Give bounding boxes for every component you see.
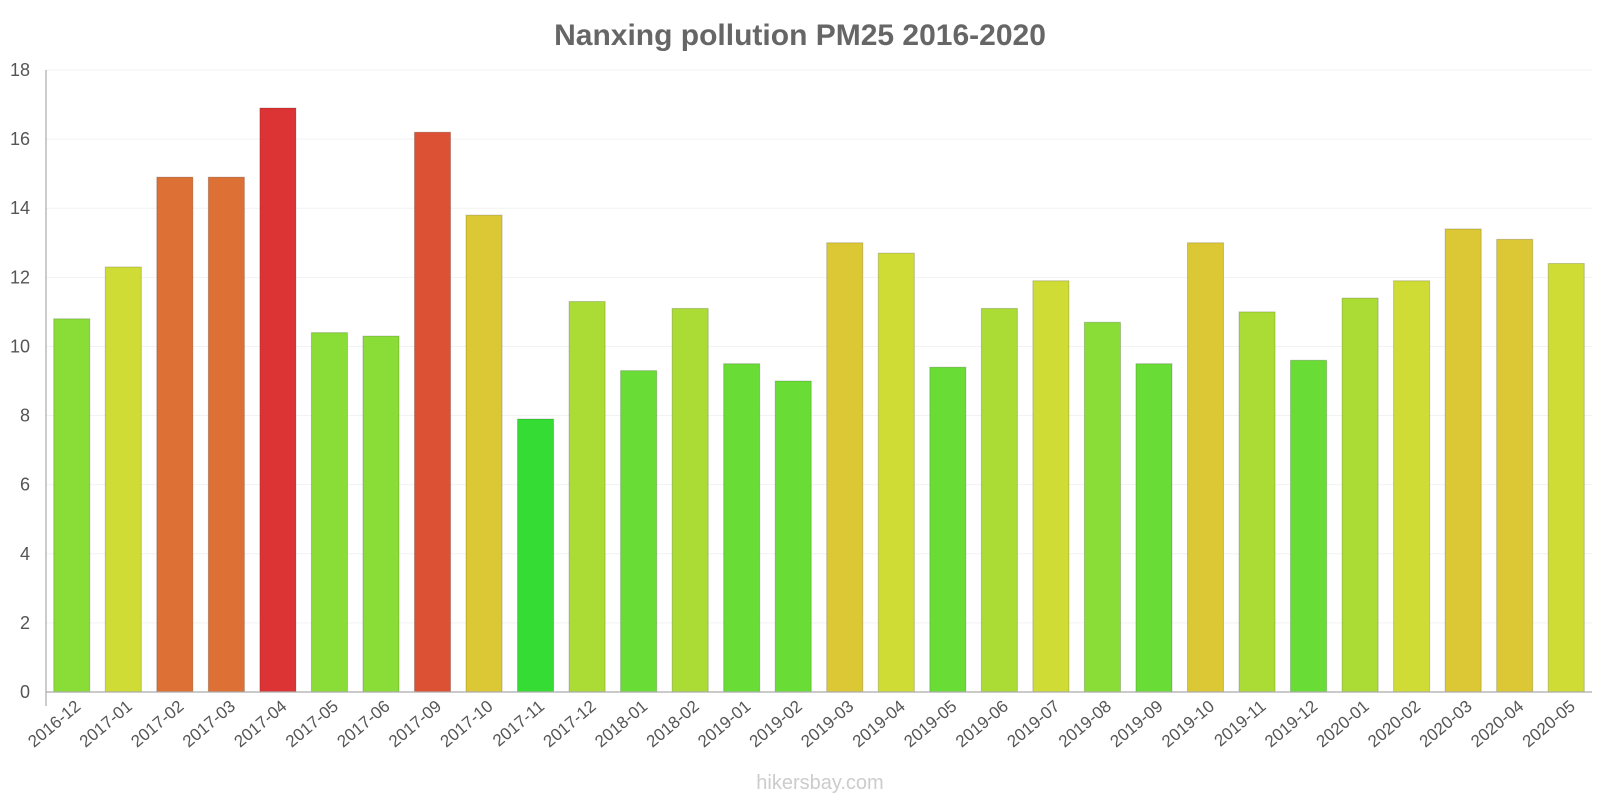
x-tick-label: 2019-08 — [1055, 697, 1115, 752]
bar-2019-09[interactable] — [1135, 363, 1173, 693]
y-tick-label: 18 — [10, 60, 30, 80]
x-tick-label: 2019-07 — [1003, 697, 1063, 752]
watermark: hikersbay.com — [756, 772, 883, 794]
bar-2017-12[interactable] — [568, 301, 606, 693]
bar-2019-04[interactable] — [877, 252, 915, 693]
x-tick-label: 2017-02 — [127, 697, 187, 752]
x-tick-label: 2017-12 — [540, 697, 600, 752]
bar-2019-08[interactable] — [1083, 321, 1121, 693]
bars — [53, 107, 1585, 693]
x-tick-label: 2017-03 — [179, 697, 239, 752]
x-tick-label: 2019-10 — [1158, 697, 1218, 752]
x-tick-label: 2019-03 — [797, 697, 857, 752]
x-tick-label: 2020-01 — [1313, 697, 1373, 752]
x-tick-label: 2018-02 — [643, 697, 703, 752]
bar-2017-06[interactable] — [362, 335, 400, 693]
x-tick-label: 2020-03 — [1416, 697, 1476, 752]
x-tick-label: 2020-05 — [1519, 697, 1579, 752]
bar-2019-02[interactable] — [774, 380, 812, 693]
bar-2020-01[interactable] — [1341, 297, 1379, 693]
y-tick-label: 12 — [10, 267, 30, 287]
bar-2020-05[interactable] — [1547, 263, 1585, 693]
x-tick-label: 2019-05 — [900, 697, 960, 752]
bar-2019-01[interactable] — [723, 363, 761, 693]
bar-2020-04[interactable] — [1496, 238, 1534, 693]
x-tick-label: 2020-02 — [1364, 697, 1424, 752]
x-tick-label: 2020-04 — [1467, 697, 1527, 752]
bar-2016-12[interactable] — [53, 318, 91, 693]
bar-2017-02[interactable] — [156, 176, 194, 693]
x-tick-label: 2019-12 — [1261, 697, 1321, 752]
x-tick-label: 2017-09 — [385, 697, 445, 752]
x-tick-label: 2019-09 — [1107, 697, 1167, 752]
x-tick-label: 2017-06 — [334, 697, 394, 752]
bar-2017-03[interactable] — [207, 176, 245, 693]
x-tick-label: 2019-01 — [694, 697, 754, 752]
bar-2019-11[interactable] — [1238, 311, 1276, 693]
grid-lines — [46, 69, 1592, 624]
bar-2018-01[interactable] — [620, 370, 658, 693]
bar-2019-03[interactable] — [826, 242, 864, 693]
y-tick-label: 2 — [20, 613, 30, 633]
y-axis-ticks: 0 2 4 6 8 10 12 14 16 18 — [10, 60, 30, 702]
x-tick-label: 2019-06 — [952, 697, 1012, 752]
x-axis-labels: 2016-122017-012017-022017-032017-042017-… — [24, 697, 1578, 752]
x-tick-label: 2018-01 — [591, 697, 651, 752]
bar-2019-06[interactable] — [980, 307, 1018, 693]
bar-2017-09[interactable] — [413, 131, 452, 693]
bar-2017-01[interactable] — [104, 266, 142, 693]
y-tick-label: 4 — [20, 544, 30, 564]
bar-2019-10[interactable] — [1186, 242, 1225, 693]
y-tick-label: 10 — [10, 336, 30, 356]
chart-title: Nanxing pollution PM25 2016-2020 — [554, 19, 1046, 52]
x-tick-label: 2017-04 — [230, 697, 290, 752]
x-tick-label: 2017-11 — [489, 697, 548, 751]
bar-2020-02[interactable] — [1393, 280, 1431, 693]
x-tick-label: 2019-11 — [1211, 697, 1270, 751]
bar-2019-12[interactable] — [1290, 359, 1328, 693]
bar-2017-10[interactable] — [465, 214, 503, 693]
bar-2020-03[interactable] — [1444, 228, 1482, 693]
x-tick-label: 2017-10 — [437, 697, 497, 752]
x-tick-label: 2017-05 — [282, 697, 342, 752]
bar-2019-07[interactable] — [1032, 280, 1070, 693]
bar-2019-05[interactable] — [929, 366, 967, 693]
y-tick-label: 16 — [10, 129, 30, 149]
y-tick-label: 8 — [20, 406, 30, 426]
bar-2017-04[interactable] — [259, 107, 297, 693]
x-tick-label: 2017-01 — [76, 697, 136, 752]
y-tick-label: 14 — [10, 198, 30, 218]
bar-2017-05[interactable] — [310, 332, 348, 693]
x-tick-label: 2016-12 — [24, 697, 84, 752]
bar-2018-02[interactable] — [671, 307, 709, 693]
x-tick-label: 2019-04 — [849, 697, 909, 752]
x-tick-label: 2019-02 — [746, 697, 806, 752]
bar-2017-11[interactable] — [517, 418, 555, 693]
y-tick-label: 0 — [20, 682, 30, 702]
y-tick-label: 6 — [20, 475, 30, 495]
